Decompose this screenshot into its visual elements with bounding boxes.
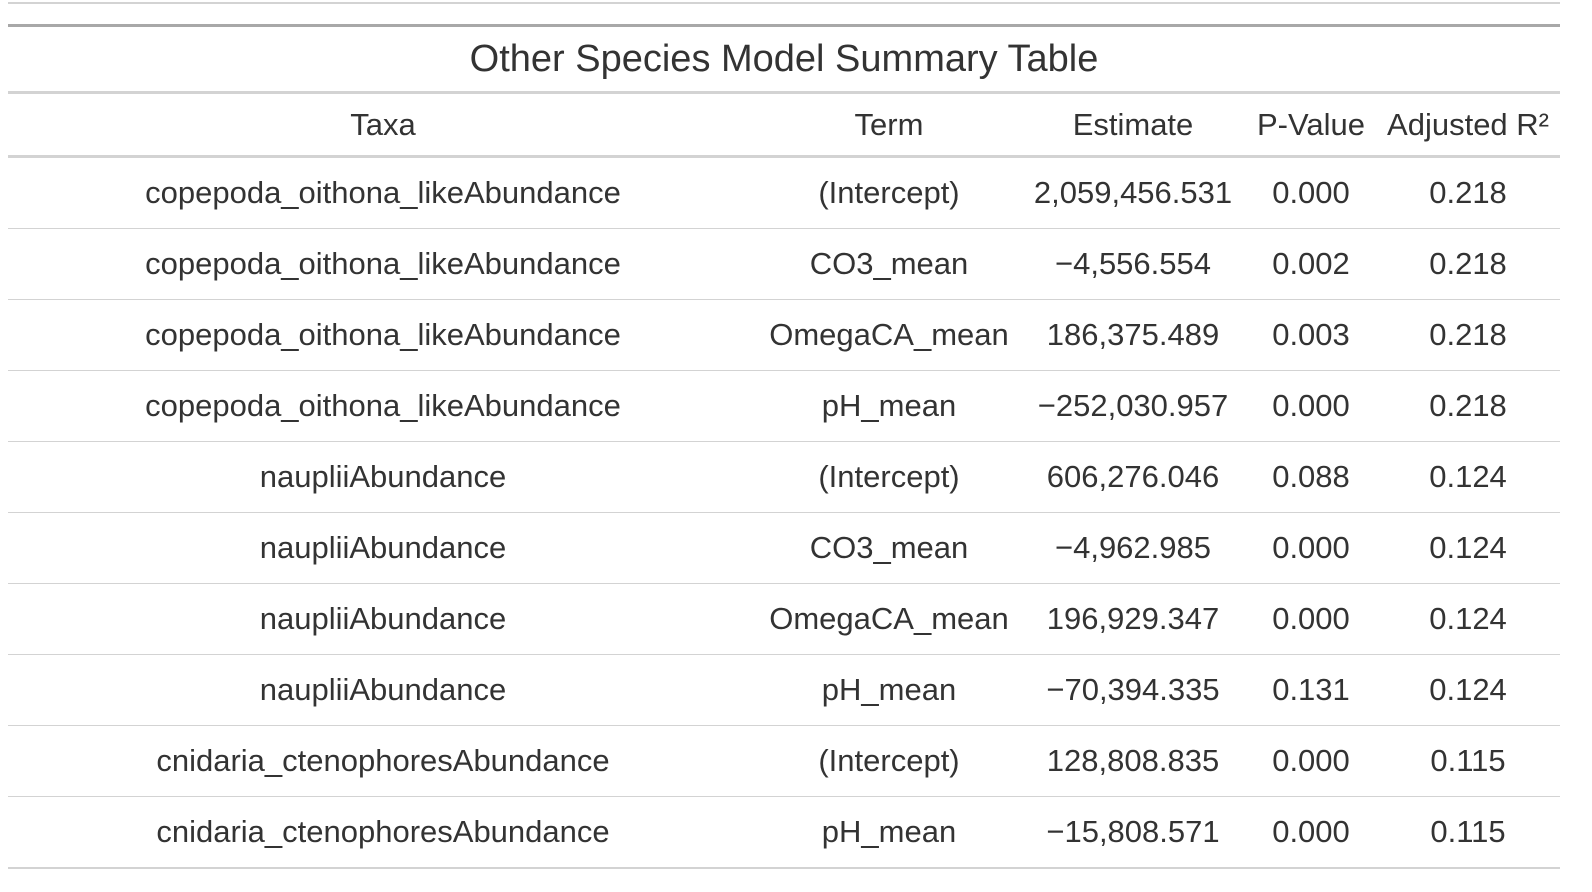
cell-p-value: 0.003 [1246,299,1376,371]
table-row: cnidaria_ctenophoresAbundance pH_mean −15,… [8,797,1560,869]
table-row: copepoda_oithona_likeAbundance (Intercept… [8,156,1561,229]
table-row: naupliiAbundance pH_mean −70,394.335 0.131 0… [8,654,1561,726]
table-row: copepoda_oithona_likeAbundance CO3_mean −4… [8,228,1561,300]
table-body: copepoda_oithona_likeAbundance (Intercept… [8,156,1561,869]
cell-estimate: 606,276.046 [1020,441,1246,513]
cell-adjusted-r2: 0.124 [1376,512,1561,584]
cell-adjusted-r2: 0.218 [1376,370,1561,442]
cell-adjusted-r2: 0.124 [1376,583,1561,655]
title-row: Other Species Model Summary Table [8,25,1561,94]
cell-term: CO3_mean [758,228,1020,300]
cell-taxa: naupliiAbundance [8,512,758,584]
cell-p-value: 0.088 [1246,441,1376,513]
cell-term: (Intercept) [758,156,1020,229]
cell-p-value: 0.000 [1246,370,1376,442]
table-row: naupliiAbundance (Intercept) 606,276.046 0.… [8,441,1561,513]
cell-adjusted-r2: 0.218 [1376,299,1561,371]
cell-estimate: 128,808.835 [1020,725,1246,797]
cell-estimate: 2,059,456.531 [1020,156,1246,229]
top-rule [8,2,1560,4]
summary-table-container: Other Species Model Summary Table Taxa T… [8,24,1561,869]
cell-taxa: copepoda_oithona_likeAbundance [8,370,758,442]
cell-taxa: cnidaria_ctenophoresAbundance [156,814,610,849]
cell-estimate: 196,929.347 [1020,583,1246,655]
cell-p-value: 0.000 [1246,583,1376,655]
cell-estimate: −15,808.571 [1046,814,1220,849]
cell-adjusted-r2: 0.218 [1376,228,1561,300]
column-header-adjusted-r2: Adjusted R² [1376,92,1561,158]
table-row: copepoda_oithona_likeAbundance OmegaCA_me… [8,299,1561,371]
cell-estimate: −70,394.335 [1020,654,1246,726]
cell-estimate: −252,030.957 [1020,370,1246,442]
cell-term: (Intercept) [758,725,1020,797]
cell-taxa: naupliiAbundance [8,441,758,513]
cell-p-value: 0.002 [1246,228,1376,300]
cell-p-value: 0.000 [1246,512,1376,584]
cell-p-value: 0.000 [1246,156,1376,229]
table-row: naupliiAbundance CO3_mean −4,962.985 0.000 0… [8,512,1561,584]
cell-term: (Intercept) [758,441,1020,513]
table-title: Other Species Model Summary Table [8,25,1561,94]
cell-p-value: 0.000 [1246,725,1376,797]
cell-estimate: −4,556.554 [1020,228,1246,300]
cell-taxa: cnidaria_ctenophoresAbundance [8,725,758,797]
model-summary-table: Other Species Model Summary Table Taxa T… [8,24,1561,869]
cell-adjusted-r2: 0.115 [1430,814,1506,849]
table-row: copepoda_oithona_likeAbundance pH_mean −25… [8,370,1561,442]
cell-term: CO3_mean [758,512,1020,584]
cell-term: pH_mean [821,814,957,849]
column-header-term: Term [758,92,1020,158]
cell-term: OmegaCA_mean [758,299,1020,371]
cell-estimate: 186,375.489 [1020,299,1246,371]
cell-taxa: copepoda_oithona_likeAbundance [8,156,758,229]
column-header-p-value: P-Value [1246,92,1376,158]
cell-adjusted-r2: 0.218 [1376,156,1561,229]
table-row: cnidaria_ctenophoresAbundance (Intercept)… [8,725,1561,797]
cell-estimate: −4,962.985 [1020,512,1246,584]
table-row: naupliiAbundance OmegaCA_mean 196,929.347 0… [8,583,1561,655]
column-header-estimate: Estimate [1020,92,1246,158]
cell-term: OmegaCA_mean [758,583,1020,655]
cell-taxa: copepoda_oithona_likeAbundance [8,299,758,371]
cell-term: pH_mean [758,654,1020,726]
cell-taxa: naupliiAbundance [8,654,758,726]
header-row: Taxa Term Estimate P-Value Adjusted R² [8,92,1561,158]
cell-adjusted-r2: 0.124 [1376,441,1561,513]
cell-taxa: copepoda_oithona_likeAbundance [8,228,758,300]
column-header-taxa: Taxa [8,92,758,158]
cell-p-value: 0.131 [1246,654,1376,726]
cell-p-value: 0.000 [1272,814,1350,849]
cell-adjusted-r2: 0.124 [1376,654,1561,726]
cell-term: pH_mean [758,370,1020,442]
cell-adjusted-r2: 0.115 [1376,725,1561,797]
cell-taxa: naupliiAbundance [8,583,758,655]
